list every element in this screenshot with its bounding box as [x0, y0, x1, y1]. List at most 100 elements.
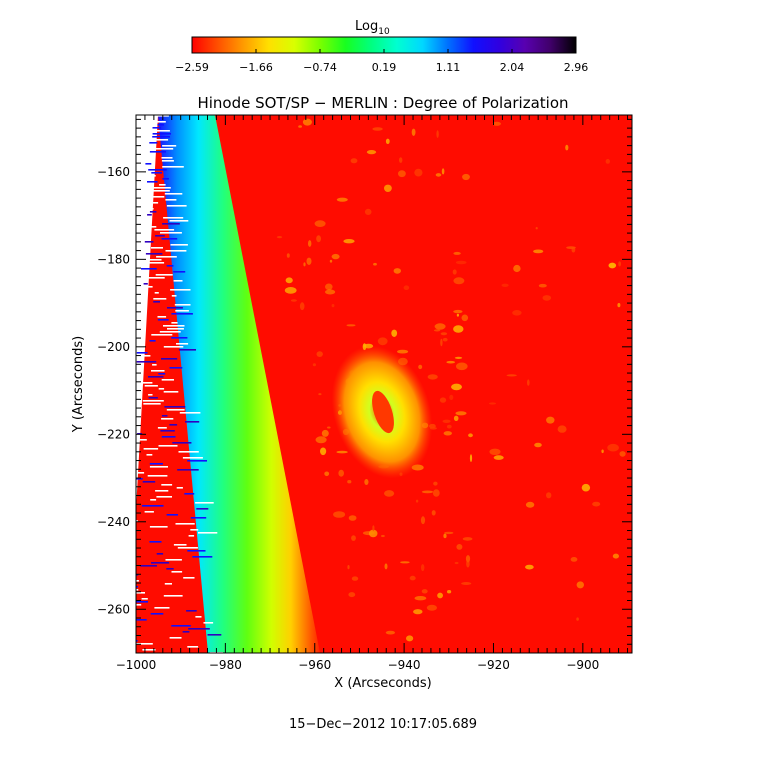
off-limb-streak [164, 406, 186, 408]
off-limb-streak [173, 271, 186, 273]
plage-speck [331, 253, 340, 260]
plage-speck [298, 125, 302, 128]
y-tick-label: −160 [97, 165, 130, 179]
plage-speck [601, 449, 604, 454]
off-limb-streak [173, 280, 183, 282]
off-limb-streak [138, 439, 147, 441]
plage-speck [506, 374, 517, 377]
off-limb-streak [176, 343, 189, 345]
off-limb-streak [178, 451, 199, 453]
off-limb-streak [145, 253, 163, 255]
off-limb-streak [150, 226, 157, 228]
plage-speck [347, 565, 350, 570]
off-limb-streak [157, 124, 164, 126]
plage-speck [303, 262, 306, 267]
off-limb-streak [152, 115, 169, 117]
x-tick-label: −920 [477, 658, 510, 672]
plage-speck [535, 227, 538, 230]
plage-speck [385, 138, 390, 144]
off-limb-streak [172, 442, 192, 444]
plage-speck [453, 309, 463, 314]
off-limb-streak [151, 247, 163, 249]
plage-speck [443, 533, 447, 539]
off-limb-streak [142, 481, 156, 483]
timestamp: 15−Dec−2012 10:17:05.689 [289, 717, 477, 732]
plage-speck [318, 393, 322, 396]
plage-speck [348, 515, 357, 521]
off-limb-streak [158, 373, 166, 375]
off-limb-streak [173, 544, 187, 546]
off-limb-streak [136, 604, 142, 606]
plage-speck [546, 492, 552, 499]
off-limb-streak [157, 319, 169, 321]
off-limb-streak [149, 151, 166, 153]
off-limb-streak [165, 199, 177, 201]
off-limb-streak [196, 508, 209, 510]
off-limb-streak [171, 295, 177, 297]
off-limb-streak [160, 232, 182, 234]
off-limb-streak [143, 283, 148, 285]
off-limb-streak [154, 229, 175, 231]
x-tick-label: −940 [388, 658, 421, 672]
off-limb-streak [169, 367, 183, 369]
off-limb-streak [150, 613, 164, 615]
off-limb-streak [148, 376, 164, 378]
plage-speck [453, 251, 461, 255]
off-limb-streak [164, 193, 183, 195]
off-limb-streak [146, 454, 153, 456]
off-limb-streak [163, 391, 179, 393]
off-limb-streak [175, 310, 189, 312]
plage-speck [456, 313, 459, 317]
plage-speck [399, 157, 403, 163]
plage-speck [381, 534, 385, 538]
off-limb-streak [143, 448, 159, 450]
off-limb-streak [152, 139, 169, 141]
off-limb-streak [150, 118, 155, 120]
heatmap-image [136, 115, 632, 653]
off-limb-streak [187, 550, 206, 552]
plage-speck [576, 581, 584, 589]
plage-speck [316, 351, 323, 357]
off-limb-streak [151, 172, 162, 174]
plage-speck [447, 590, 452, 594]
off-limb-streak [166, 265, 174, 267]
off-limb-streak [136, 586, 138, 588]
plage-speck [331, 304, 335, 308]
off-limb-streak [192, 556, 213, 558]
off-limb-streak [164, 583, 172, 585]
plot-frame [135, 114, 633, 654]
plage-speck [434, 323, 446, 330]
off-limb-streak [182, 457, 203, 459]
colorbar-tick-label: 0.19 [372, 61, 397, 74]
chart-title: Hinode SOT/SP − MERLIN : Degree of Polar… [197, 94, 568, 112]
x-axis-label: X (Arcseconds) [334, 676, 431, 691]
plage-speck [327, 426, 331, 429]
y-tick-label: −240 [97, 515, 130, 529]
plage-speck [444, 531, 454, 535]
plage-speck [276, 236, 283, 239]
off-limb-streak [136, 601, 148, 603]
plage-speck [442, 337, 448, 342]
plage-speck [400, 561, 410, 564]
off-limb-streak [157, 316, 167, 318]
off-limb-streak [169, 637, 182, 639]
off-limb-streak [152, 148, 174, 150]
off-limb-streak [188, 535, 195, 537]
off-limb-streak [165, 250, 187, 252]
plage-speck [421, 490, 434, 494]
plage-speck [338, 469, 345, 477]
plage-speck [488, 402, 497, 405]
off-limb-streak [188, 628, 210, 630]
off-limb-streak [195, 616, 202, 618]
off-limb-streak [190, 517, 207, 519]
off-limb-streak [161, 415, 168, 417]
off-limb-streak [163, 217, 184, 219]
plage-speck [618, 261, 621, 267]
off-limb-streak [136, 520, 138, 522]
plage-speck [413, 609, 423, 615]
off-limb-streak [198, 532, 218, 534]
y-axis-label: Y (Arcseconds) [71, 336, 86, 433]
off-limb-streak [146, 208, 154, 210]
